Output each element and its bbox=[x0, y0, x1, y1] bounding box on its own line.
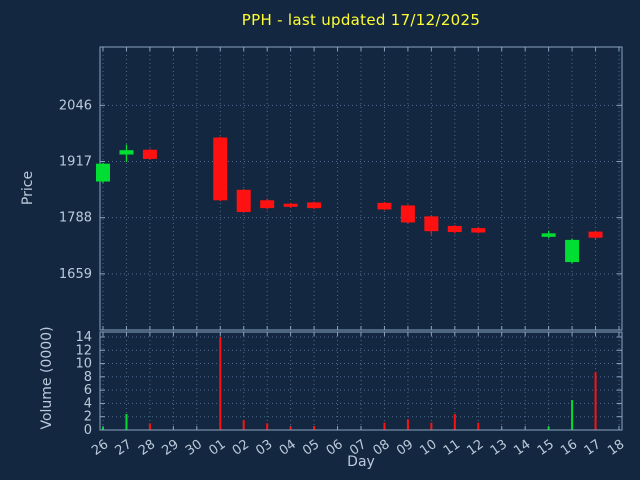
volume-tick-label: 8 bbox=[84, 370, 92, 385]
volume-panel-border bbox=[99, 331, 623, 431]
day-tick-label: 02 bbox=[230, 437, 252, 459]
candle-body bbox=[119, 150, 134, 155]
price-tick-label: 1917 bbox=[59, 155, 92, 170]
day-tick-label: 28 bbox=[136, 437, 158, 459]
candle-body bbox=[541, 233, 556, 237]
candle-body bbox=[142, 149, 157, 159]
volume-tick-label: 4 bbox=[84, 396, 92, 411]
candle-body bbox=[400, 205, 415, 223]
volume-tick-label: 6 bbox=[84, 383, 92, 398]
day-tick-label: 04 bbox=[277, 437, 299, 459]
day-tick-label: 06 bbox=[324, 437, 346, 459]
day-tick-label: 14 bbox=[511, 437, 533, 459]
day-tick-label: 27 bbox=[113, 437, 135, 459]
price-tick-label: 2046 bbox=[59, 98, 92, 113]
candle-body bbox=[260, 200, 275, 209]
candle-body bbox=[283, 203, 298, 207]
price-tick-label: 1788 bbox=[59, 211, 92, 226]
day-tick-label: 15 bbox=[535, 437, 557, 459]
candle-body bbox=[471, 228, 486, 233]
day-tick-label: 29 bbox=[159, 437, 181, 459]
day-tick-label: 26 bbox=[89, 437, 111, 459]
day-tick-label: 18 bbox=[605, 437, 627, 459]
day-tick-label: 11 bbox=[441, 437, 463, 459]
day-tick-label: 12 bbox=[464, 437, 486, 459]
candle-body bbox=[447, 225, 462, 233]
day-tick-label: 07 bbox=[347, 437, 369, 459]
candle-body bbox=[424, 216, 439, 232]
candle-body bbox=[96, 163, 110, 182]
volume-tick-label: 14 bbox=[75, 330, 92, 345]
day-tick-label: 05 bbox=[300, 437, 322, 459]
day-tick-label: 10 bbox=[417, 437, 439, 459]
day-tick-label: 01 bbox=[206, 437, 228, 459]
day-tick-label: 16 bbox=[558, 437, 580, 459]
price-panel-border bbox=[99, 46, 623, 331]
volume-tick-label: 12 bbox=[75, 343, 92, 358]
day-tick-label: 13 bbox=[488, 437, 510, 459]
candle-body bbox=[565, 239, 580, 263]
day-tick-label: 17 bbox=[582, 437, 604, 459]
price-tick-label: 1659 bbox=[59, 267, 92, 282]
candle-body bbox=[588, 231, 603, 238]
volume-tick-label: 2 bbox=[84, 410, 92, 425]
candle-body bbox=[213, 137, 228, 201]
candle-body bbox=[377, 202, 392, 210]
candle-body bbox=[236, 189, 251, 213]
day-tick-label: 09 bbox=[394, 437, 416, 459]
volume-tick-label: 0 bbox=[84, 423, 92, 438]
day-tick-label: 30 bbox=[183, 437, 205, 459]
day-tick-label: 08 bbox=[371, 437, 393, 459]
day-tick-label: 03 bbox=[253, 437, 275, 459]
volume-tick-label: 10 bbox=[75, 357, 92, 372]
candle-body bbox=[307, 202, 322, 209]
